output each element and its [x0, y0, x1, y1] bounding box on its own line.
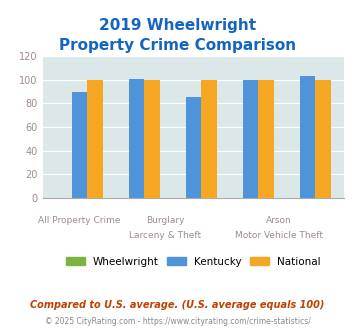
- Text: Property Crime Comparison: Property Crime Comparison: [59, 38, 296, 53]
- Text: Arson: Arson: [266, 216, 292, 225]
- Bar: [87, 80, 103, 198]
- Bar: [258, 80, 274, 198]
- Bar: [144, 80, 159, 198]
- Bar: [129, 79, 144, 198]
- Bar: [186, 97, 201, 198]
- Bar: [243, 80, 258, 198]
- Bar: [300, 76, 315, 198]
- Text: Compared to U.S. average. (U.S. average equals 100): Compared to U.S. average. (U.S. average …: [30, 300, 325, 310]
- Bar: [315, 80, 331, 198]
- Text: Burglary: Burglary: [146, 216, 184, 225]
- Bar: [201, 80, 217, 198]
- Text: 2019 Wheelwright: 2019 Wheelwright: [99, 18, 256, 33]
- Text: © 2025 CityRating.com - https://www.cityrating.com/crime-statistics/: © 2025 CityRating.com - https://www.city…: [45, 317, 310, 326]
- Text: Larceny & Theft: Larceny & Theft: [129, 231, 201, 240]
- Text: Motor Vehicle Theft: Motor Vehicle Theft: [235, 231, 323, 240]
- Bar: [72, 92, 87, 198]
- Legend: Wheelwright, Kentucky, National: Wheelwright, Kentucky, National: [62, 252, 325, 271]
- Text: All Property Crime: All Property Crime: [38, 216, 121, 225]
